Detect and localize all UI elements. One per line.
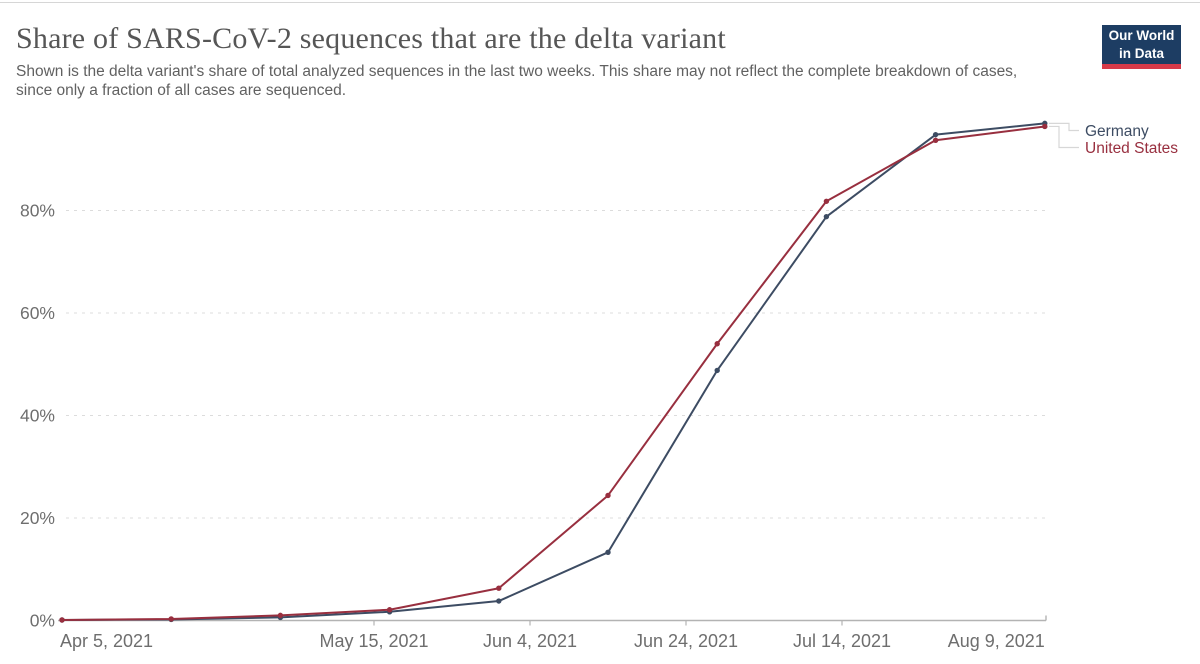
data-point[interactable] [277, 612, 284, 619]
x-tick-label-5: Aug 9, 2021 [948, 631, 1045, 651]
legend-label-germany[interactable]: Germany [1085, 123, 1149, 140]
data-point[interactable] [714, 341, 720, 347]
data-point[interactable] [932, 137, 939, 143]
data-point[interactable] [605, 549, 611, 556]
data-point[interactable] [496, 585, 502, 591]
data-point[interactable] [168, 616, 174, 622]
data-point[interactable] [823, 198, 830, 204]
y-tick-label-80: 80% [20, 201, 55, 221]
y-tick-label-20: 20% [20, 508, 55, 528]
y-tick-label-60: 60% [20, 303, 55, 323]
owid-logo-line1: Our World [1108, 27, 1175, 43]
data-point[interactable] [1042, 123, 1048, 130]
data-point[interactable] [714, 367, 720, 374]
data-point[interactable] [823, 213, 830, 220]
chart-subtitle: Shown is the delta variant's share of to… [16, 63, 1018, 99]
line-series-united-states[interactable] [61, 125, 1046, 621]
x-tick-label-1: May 15, 2021 [319, 631, 428, 651]
legend-connector-united-states [1049, 125, 1079, 149]
x-tick-label-4: Jul 14, 2021 [793, 631, 891, 651]
data-point[interactable] [496, 598, 502, 604]
data-point[interactable] [59, 617, 65, 623]
x-tick-label-2: Jun 4, 2021 [483, 631, 577, 651]
y-tick-label-40: 40% [20, 406, 55, 426]
legend-connector-germany [1049, 122, 1079, 132]
legend-label-united-states[interactable]: United States [1085, 140, 1178, 157]
owid-logo[interactable]: Our World in Data [1102, 25, 1181, 69]
x-tick-label-0: Apr 5, 2021 [60, 631, 153, 651]
top-divider [0, 2, 1200, 3]
y-tick-label-0: 0% [30, 611, 55, 631]
x-tick-label-3: Jun 24, 2021 [634, 631, 738, 651]
data-point[interactable] [605, 492, 611, 499]
data-point[interactable] [932, 131, 939, 138]
owid-logo-line2: in Data [1118, 45, 1164, 61]
data-point[interactable] [386, 607, 393, 613]
line-series-germany[interactable] [61, 122, 1046, 621]
chart-header: Share of SARS-CoV-2 sequences that are t… [16, 22, 1096, 101]
page-title: Share of SARS-CoV-2 sequences that are t… [16, 22, 726, 55]
